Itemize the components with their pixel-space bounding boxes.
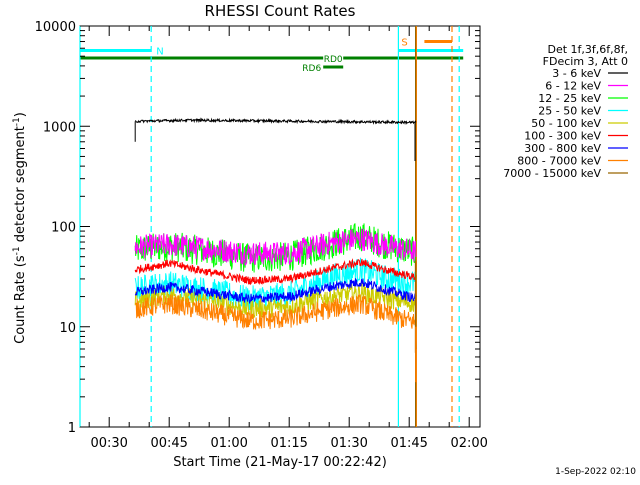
legend-header: Det 1f,3f,6f,8f, <box>547 43 628 56</box>
series-line-25-50-kev <box>134 257 417 312</box>
y-axis-label-end: ) <box>13 112 28 117</box>
legend-label: 100 - 300 keV <box>524 130 601 143</box>
legend-label: 800 - 7000 keV <box>517 155 601 168</box>
y-axis-label-exp1: -1 <box>12 246 22 255</box>
footer-timestamp: 1-Sep-2022 02:10 <box>555 467 636 477</box>
series-line-3-6-kev <box>134 117 417 126</box>
y-axis: 1 10 100 1000 10000 <box>35 20 480 436</box>
plot-frame <box>79 25 481 428</box>
legend: Det 1f,3f,6f,8f,FDecim 3, Att 03 - 6 keV… <box>503 43 628 180</box>
y-tick-label: 10000 <box>35 20 76 35</box>
data-series <box>134 117 417 383</box>
x-tick-label: 01:15 <box>270 436 307 451</box>
series-line-100-300-kev <box>134 258 417 286</box>
x-tick-label: 01:00 <box>210 436 247 451</box>
south-label: S <box>401 38 407 49</box>
y-axis-label: Count Rate (s-1 detector segment-1) <box>12 112 28 344</box>
x-tick-label: 01:45 <box>390 436 427 451</box>
series-line-6-12-kev <box>134 228 417 266</box>
legend-label: 6 - 12 keV <box>545 80 601 93</box>
legend-label: 25 - 50 keV <box>538 105 601 118</box>
y-axis-label-exp2: -1 <box>12 117 22 126</box>
y-tick-label: 10 <box>59 321 76 336</box>
legend-label: 7000 - 15000 keV <box>503 167 601 180</box>
x-tick-label: 02:00 <box>450 436 487 451</box>
y-tick-label: 1 <box>68 421 76 436</box>
legend-label: 300 - 800 keV <box>524 142 601 155</box>
plot-area <box>79 25 481 428</box>
x-tick-label: 00:30 <box>90 436 127 451</box>
series-line-300-800-kev <box>134 278 417 304</box>
legend-label: 3 - 6 keV <box>552 67 601 80</box>
x-tick-label: 00:45 <box>150 436 187 451</box>
legend-label: 50 - 100 keV <box>531 117 601 130</box>
rd0-label: RD0 <box>324 55 343 65</box>
y-tick-label: 100 <box>51 221 76 236</box>
x-axis: 00:30 00:45 01:00 01:15 01:30 01:45 02:00 <box>88 26 488 451</box>
chart-title: RHESSI Count Rates <box>205 2 356 20</box>
series-line-800-7000-kev <box>134 293 417 331</box>
rd6-label: RD6 <box>302 64 321 74</box>
north-label: N <box>156 46 163 57</box>
y-axis-label-mid: detector segment <box>13 126 28 246</box>
vertical-markers <box>79 26 460 427</box>
y-axis-label-main: Count Rate (s <box>13 255 28 344</box>
x-axis-label: Start Time (21-May-17 00:22:42) <box>173 455 387 470</box>
legend-label: 12 - 25 keV <box>538 92 601 105</box>
legend-header: FDecim 3, Att 0 <box>543 55 628 68</box>
x-tick-label: 01:30 <box>330 436 367 451</box>
y-tick-label: 1000 <box>43 120 76 135</box>
